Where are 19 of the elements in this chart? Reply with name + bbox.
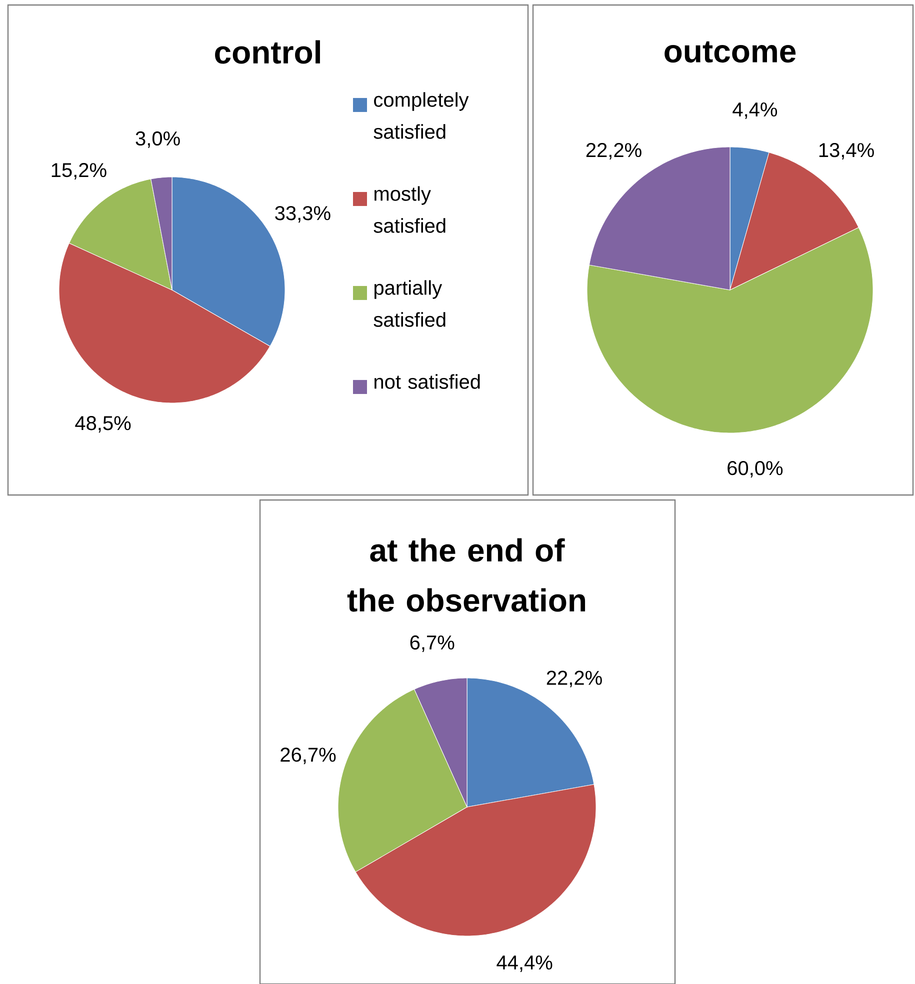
data-label: 6,7% [410, 635, 454, 652]
data-label: 15,2% [52, 162, 106, 180]
chart-title: at the end of the observation [347, 538, 586, 612]
legend-label: partially satisfied [374, 280, 446, 327]
legend-label: mostly satisfied [374, 186, 446, 233]
chart-title: control [215, 40, 320, 64]
data-label: 3,0% [136, 131, 180, 148]
data-label: 44,4% [496, 956, 552, 972]
data-label: 33,3% [275, 206, 330, 223]
data-label: 22,2% [546, 670, 602, 688]
chart-title: outcome [664, 41, 796, 63]
data-label: 60,0% [728, 461, 783, 478]
data-label: 22,2% [586, 142, 642, 160]
legend-label: completely satisfied [374, 92, 469, 139]
data-label: 48,5% [75, 416, 131, 433]
legend-label: not satisfied [374, 374, 480, 389]
data-label: 4,4% [732, 102, 778, 119]
data-label: 13,4% [819, 142, 874, 160]
data-label: 26,7% [280, 748, 336, 764]
